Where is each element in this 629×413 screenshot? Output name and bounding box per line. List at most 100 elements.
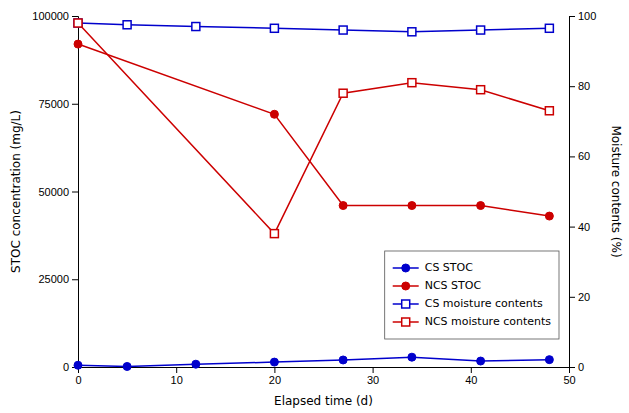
tick: 50	[563, 367, 575, 386]
tick-mark	[569, 227, 575, 228]
tick-mark	[72, 104, 78, 105]
tick-mark	[373, 367, 374, 373]
legend-frame	[385, 251, 559, 339]
tick-label: 0	[578, 361, 584, 373]
series-points	[74, 19, 553, 36]
series-points	[74, 353, 553, 370]
legend-item: NCS STOC	[393, 279, 482, 292]
data-point	[339, 89, 347, 97]
legend-label: CS STOC	[425, 261, 474, 274]
y2-axis-title: Moisture contents (%)	[609, 125, 623, 257]
legend-item: NCS moisture contents	[393, 315, 552, 328]
tick: 100000	[32, 10, 78, 22]
legend: CS STOC NCS STOC CS moisture contents NCS m…	[385, 251, 559, 339]
tick-mark	[72, 16, 78, 17]
tick-label: 60	[578, 150, 590, 162]
legend-marker	[402, 264, 410, 272]
series-line	[78, 357, 549, 366]
tick-label: 80	[578, 80, 590, 92]
tick-label: 10	[171, 374, 183, 386]
tick-label: 20	[269, 374, 281, 386]
data-point	[545, 24, 553, 32]
data-point	[192, 23, 200, 31]
tick: 60	[569, 150, 590, 162]
tick-mark	[72, 279, 78, 280]
tick-label: 50	[563, 374, 575, 386]
axis-line	[570, 17, 576, 368]
data-point	[74, 19, 82, 27]
y-axis-title: STOC concentration (mg/L)	[9, 110, 23, 273]
tick-label: 25000	[38, 273, 69, 285]
tick: 75000	[38, 98, 78, 110]
series-line	[78, 44, 549, 216]
data-point	[339, 26, 347, 34]
data-point	[192, 360, 200, 368]
data-point	[408, 28, 416, 36]
data-point	[123, 362, 131, 370]
tick: 0	[569, 361, 584, 373]
tick: 0	[75, 367, 81, 386]
data-point	[339, 356, 347, 364]
y2-axis: 0 20 40 60 80 100	[569, 10, 596, 373]
legend-item: CS moisture contents	[393, 297, 543, 310]
tick-mark	[176, 367, 177, 373]
tick: 20	[569, 291, 590, 303]
marks	[74, 19, 553, 370]
data-point	[74, 40, 82, 48]
legend-marker	[402, 318, 410, 326]
tick-mark	[569, 367, 575, 368]
tick-label: 50000	[38, 186, 69, 198]
data-point	[123, 21, 131, 29]
axis-line	[72, 17, 79, 368]
x-axis-title: Elapsed time (d)	[274, 394, 373, 408]
data-point	[545, 107, 553, 115]
tick-label: 0	[63, 361, 69, 373]
data-point	[477, 86, 485, 94]
tick: 10	[171, 367, 183, 386]
data-point	[270, 358, 278, 366]
legend-label: NCS moisture contents	[425, 315, 552, 328]
tick-label: 0	[75, 374, 81, 386]
tick-label: 75000	[38, 98, 69, 110]
tick-mark	[569, 86, 575, 87]
tick-label: 40	[578, 221, 590, 233]
tick: 100	[569, 10, 596, 22]
tick-mark	[274, 367, 275, 373]
tick-label: 40	[465, 374, 477, 386]
data-point	[270, 110, 278, 118]
tick: 30	[367, 367, 379, 386]
tick-mark	[569, 297, 575, 298]
tick: 50000	[38, 186, 78, 198]
tick-mark	[72, 192, 78, 193]
tick-label: 20	[578, 291, 590, 303]
data-point	[477, 26, 485, 34]
data-point	[477, 202, 485, 210]
plot: 0102030405002500050000750001000000204060…	[32, 10, 596, 386]
tick-label: 100000	[32, 10, 69, 22]
series-points	[74, 19, 553, 238]
legend-marker	[402, 282, 410, 290]
tick: 20	[269, 367, 281, 386]
x-axis: 0 10 20 30 40 50	[75, 367, 575, 386]
legend-label: CS moisture contents	[425, 297, 543, 310]
tick: 40	[569, 221, 590, 233]
y-axis: 0 25000 50000 75000 100000	[32, 10, 78, 373]
series-line	[78, 23, 549, 234]
data-point	[74, 19, 82, 27]
legend-label: NCS STOC	[425, 279, 482, 292]
data-point	[408, 202, 416, 210]
tick-mark	[569, 156, 575, 157]
data-point	[74, 361, 82, 369]
tick-label: 30	[367, 374, 379, 386]
tick: 40	[465, 367, 477, 386]
data-point	[339, 202, 347, 210]
tick-mark	[569, 16, 575, 17]
data-point	[408, 353, 416, 361]
series-points	[74, 40, 553, 220]
data-point	[545, 356, 553, 364]
axis-line	[79, 368, 570, 374]
tick: 25000	[38, 273, 78, 285]
data-point	[477, 357, 485, 365]
data-point	[270, 230, 278, 238]
legend-marker	[402, 300, 410, 308]
